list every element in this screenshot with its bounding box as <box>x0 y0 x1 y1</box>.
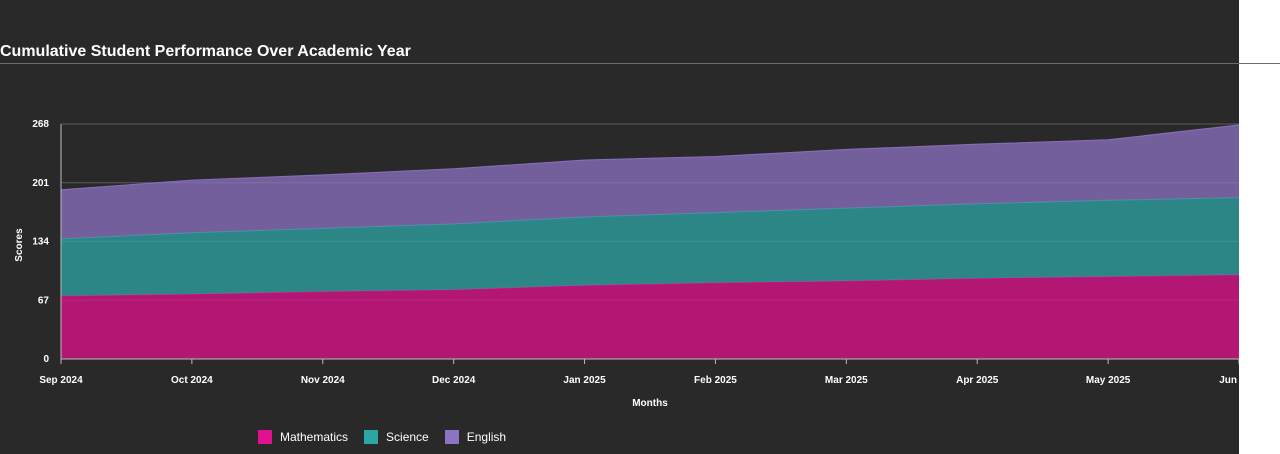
legend-item-science[interactable]: Science <box>364 430 429 444</box>
x-tick-label: May 2025 <box>1086 375 1131 386</box>
area-english[interactable] <box>61 124 1239 239</box>
y-axis-label: Scores <box>14 228 25 262</box>
x-tick-label: Feb 2025 <box>694 375 737 386</box>
legend-item-english[interactable]: English <box>444 430 507 444</box>
x-tick-label: Mar 2025 <box>825 375 868 386</box>
y-tick-label: 67 <box>38 295 50 306</box>
title-divider <box>0 63 1280 64</box>
x-tick-label: Dec 2024 <box>432 375 476 386</box>
y-tick-label: 268 <box>32 119 49 130</box>
x-tick-label: Oct 2024 <box>171 375 213 386</box>
legend-label: Mathematics <box>280 430 349 444</box>
y-tick-label: 201 <box>32 178 49 189</box>
y-tick-label: 134 <box>32 237 49 248</box>
x-tick-label: Sep 2024 <box>39 375 83 386</box>
area-chart: 0 67 134 201 268 Sep 2024 Oct 2024 Nov 2024 Dec … <box>14 119 1239 409</box>
legend-label: Science <box>386 430 429 444</box>
chart-legend: Mathematics Science English <box>258 430 522 444</box>
area-mathematics[interactable] <box>61 274 1239 359</box>
legend-item-mathematics[interactable]: Mathematics <box>258 430 348 444</box>
axes: 0 67 134 201 268 Sep 2024 Oct 2024 Nov 2024 Dec … <box>32 119 1239 386</box>
chart-title: Cumulative Student Performance Over Acad… <box>0 43 411 60</box>
x-tick-label: Apr 2025 <box>956 375 999 386</box>
legend-swatch <box>258 430 272 444</box>
legend-swatch <box>364 430 379 444</box>
y-tick-label: 0 <box>43 354 49 365</box>
x-axis-label: Months <box>632 398 668 409</box>
x-tick-label: Nov 2024 <box>301 375 345 386</box>
x-tick-label: Jan 2025 <box>563 375 606 386</box>
legend-label: English <box>466 430 507 444</box>
x-tick-label: Jun <box>1219 375 1237 386</box>
area-science[interactable] <box>61 197 1239 296</box>
line-english <box>60 124 1239 191</box>
stacked-areas <box>60 124 1239 359</box>
legend-swatch <box>444 430 459 444</box>
